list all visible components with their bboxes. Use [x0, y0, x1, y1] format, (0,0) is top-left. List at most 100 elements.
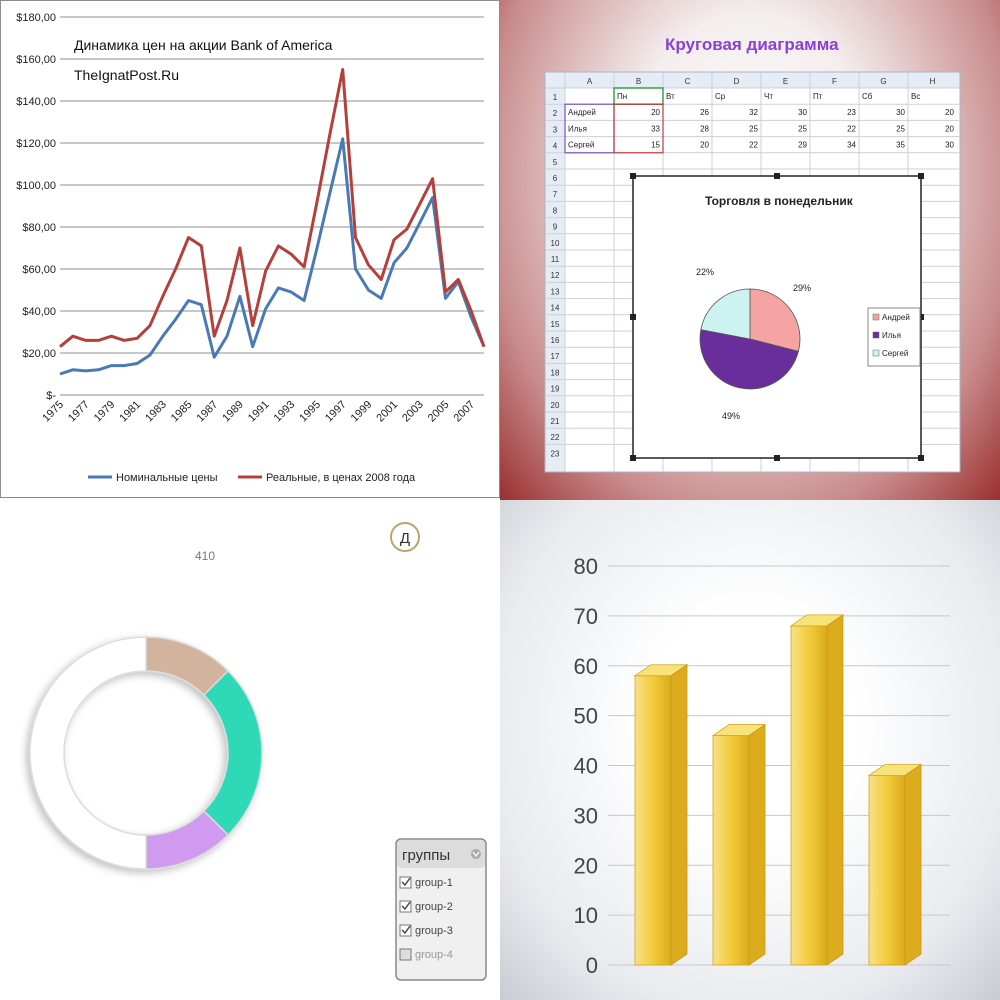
x-tick-label: 1997 [323, 399, 349, 425]
bar [868, 775, 906, 966]
legend-checkbox[interactable] [399, 900, 412, 913]
x-tick-label: 1991 [246, 399, 272, 425]
table-cell[interactable]: 22 [847, 124, 856, 133]
row-number[interactable]: 21 [551, 417, 560, 426]
y-tick-label: 70 [574, 604, 598, 629]
y-tick-label: $40,00 [22, 306, 56, 318]
table-cell[interactable]: Илья [568, 124, 587, 133]
table-header-cell[interactable]: Пт [813, 92, 823, 101]
column-letter[interactable]: D [734, 77, 740, 86]
resize-handle[interactable] [630, 314, 636, 320]
column-letter[interactable]: F [832, 77, 837, 86]
column-letter[interactable]: A [587, 77, 593, 86]
row-number[interactable]: 6 [553, 174, 558, 183]
legend-item-label[interactable]: group-3 [415, 925, 453, 937]
table-cell[interactable]: 34 [847, 141, 856, 150]
table-cell[interactable]: 20 [700, 141, 709, 150]
donut-chart [29, 636, 263, 870]
row-number[interactable]: 3 [553, 125, 558, 134]
row-number[interactable]: 19 [551, 385, 560, 394]
badge-circle [390, 522, 420, 552]
line-chart-subtitle: TheIgnatPost.Ru [74, 67, 179, 83]
resize-handle[interactable] [918, 455, 924, 461]
table-cell[interactable]: 25 [749, 124, 758, 133]
row-number[interactable]: 10 [551, 239, 560, 248]
checkmark-icon [401, 925, 411, 935]
table-cell[interactable]: 23 [847, 108, 856, 117]
row-number[interactable]: 5 [553, 158, 558, 167]
resize-handle[interactable] [630, 173, 636, 179]
x-tick-label: 1975 [40, 399, 66, 425]
table-cell[interactable]: 25 [896, 124, 905, 133]
x-tick-label: 1983 [143, 399, 169, 425]
table-cell[interactable]: 29 [798, 141, 807, 150]
row-number[interactable]: 8 [553, 206, 558, 215]
row-number[interactable]: 4 [553, 142, 558, 151]
row-number[interactable]: 13 [551, 287, 560, 296]
table-cell[interactable]: 30 [945, 141, 954, 150]
table-header-cell[interactable]: Ср [715, 92, 726, 101]
table-cell[interactable]: 35 [896, 141, 905, 150]
row-number[interactable]: 20 [551, 401, 560, 410]
row-number[interactable]: 12 [551, 271, 560, 280]
legend-item-label[interactable]: group-1 [415, 877, 453, 889]
column-letter[interactable]: E [783, 77, 788, 86]
donut-scene: 410 Д группы group-1 group-2 group-3 group-… [29, 522, 487, 981]
table-cell[interactable]: 22 [749, 141, 758, 150]
y-tick-label: $80,00 [22, 222, 56, 234]
y-tick-label: 10 [574, 903, 598, 928]
bar [790, 625, 828, 966]
table-header-cell[interactable]: Сб [862, 92, 873, 101]
table-cell[interactable]: 20 [651, 108, 660, 117]
table-cell[interactable]: 15 [651, 141, 660, 150]
table-header-cell[interactable]: Чт [764, 92, 773, 101]
resize-handle[interactable] [774, 173, 780, 179]
row-number[interactable]: 7 [553, 190, 558, 199]
legend-checkbox[interactable] [399, 876, 412, 889]
resize-handle[interactable] [918, 314, 924, 320]
resize-handle[interactable] [918, 173, 924, 179]
row-number[interactable]: 23 [551, 449, 560, 458]
row-number[interactable]: 1 [553, 93, 558, 102]
row-number[interactable]: 14 [551, 304, 560, 313]
table-cell[interactable]: Сергей [568, 141, 594, 150]
row-number[interactable]: 17 [551, 352, 560, 361]
legend-collapse-icon[interactable] [471, 849, 481, 859]
bar-side [670, 663, 688, 966]
excel-pie-scene: Круговая диаграмма A B C D E F G H1234567891011… [544, 35, 961, 473]
row-number[interactable]: 16 [551, 336, 560, 345]
bar-side [748, 723, 766, 966]
row-number[interactable]: 2 [553, 109, 558, 118]
table-cell[interactable]: 33 [651, 124, 660, 133]
column-letter[interactable]: H [930, 77, 936, 86]
table-header-cell[interactable]: Вс [911, 92, 920, 101]
table-cell[interactable]: 20 [945, 124, 954, 133]
column-letter[interactable]: B [636, 77, 641, 86]
table-header-cell[interactable]: Пн [617, 92, 627, 101]
legend-checkbox[interactable] [399, 948, 412, 961]
table-header-cell[interactable]: Вт [666, 92, 675, 101]
table-cell[interactable]: 28 [700, 124, 709, 133]
row-number[interactable]: 18 [551, 368, 560, 377]
resize-handle[interactable] [630, 455, 636, 461]
column-letter[interactable]: C [685, 77, 691, 86]
table-cell[interactable]: 20 [945, 108, 954, 117]
legend-label-nominal: Номинальные цены [116, 472, 218, 484]
legend-item-label[interactable]: group-4 [415, 949, 453, 961]
table-cell[interactable]: 32 [749, 108, 758, 117]
legend-item-label[interactable]: group-2 [415, 901, 453, 913]
chart-resize-handles[interactable] [630, 173, 924, 461]
table-cell[interactable]: Андрей [568, 108, 596, 117]
column-letter[interactable]: G [880, 77, 886, 86]
row-number[interactable]: 11 [551, 255, 560, 264]
row-number[interactable]: 15 [551, 320, 560, 329]
legend-checkbox[interactable] [399, 924, 412, 937]
bar [712, 735, 750, 966]
table-cell[interactable]: 30 [896, 108, 905, 117]
row-number[interactable]: 22 [551, 433, 560, 442]
row-number[interactable]: 9 [553, 223, 558, 232]
table-cell[interactable]: 26 [700, 108, 709, 117]
resize-handle[interactable] [774, 455, 780, 461]
table-cell[interactable]: 30 [798, 108, 807, 117]
table-cell[interactable]: 25 [798, 124, 807, 133]
